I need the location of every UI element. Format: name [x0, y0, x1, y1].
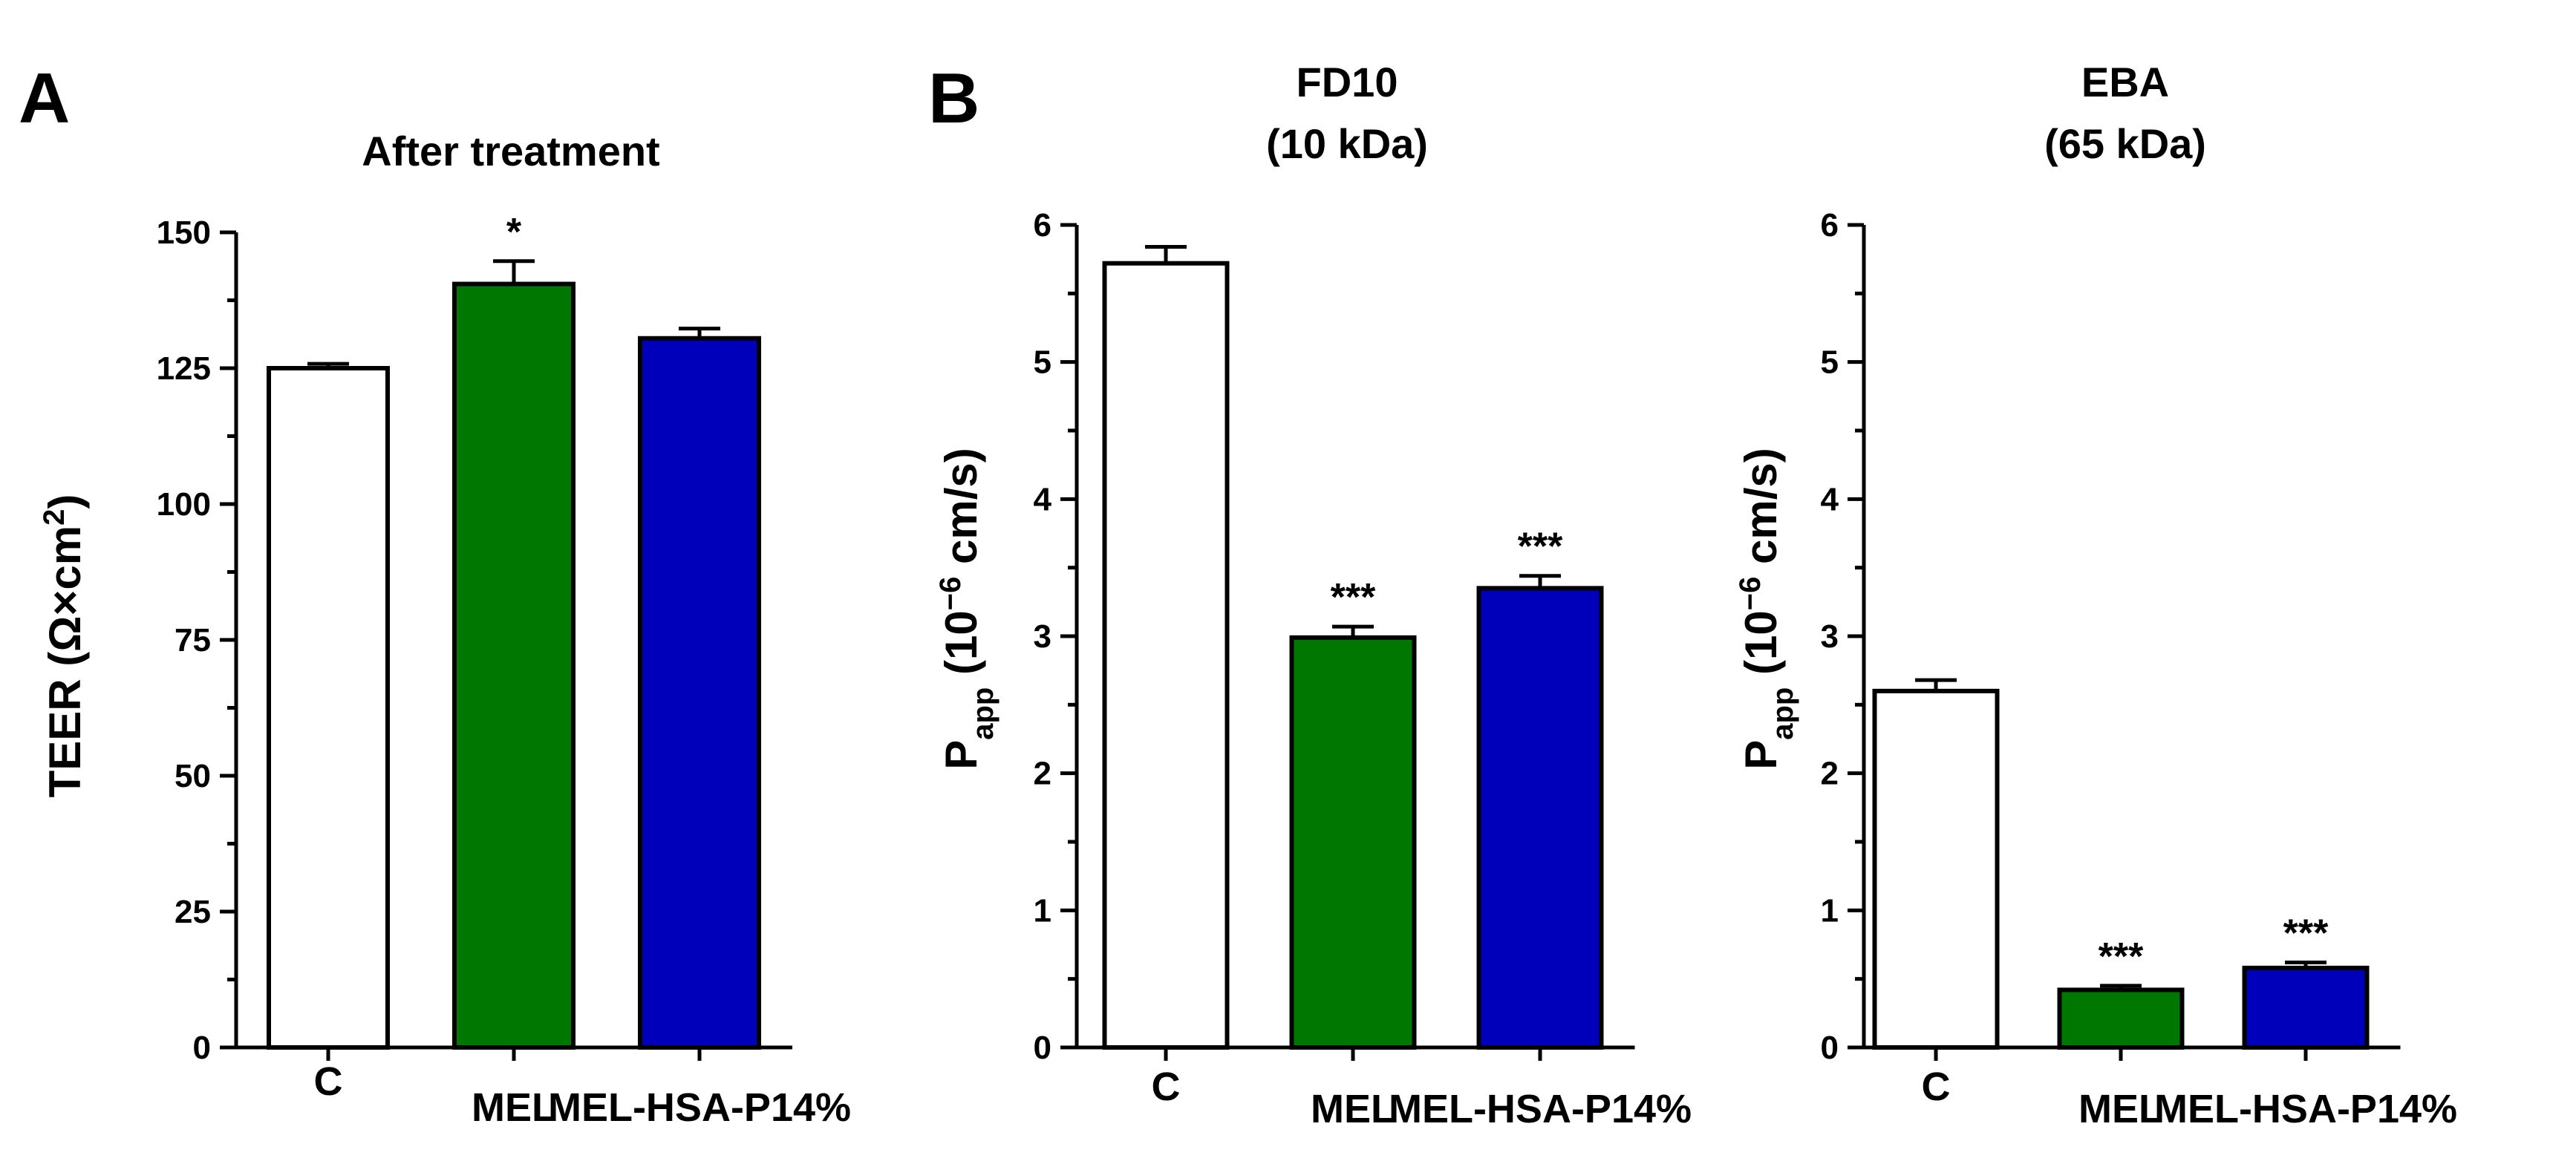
- y-tick-label: 4: [1821, 481, 1839, 517]
- panel-label: A: [19, 59, 70, 138]
- x-tick-label: C: [1922, 1065, 1951, 1109]
- x-tick-label: MEL: [1311, 1087, 1395, 1131]
- y-tick-label: 6: [1034, 207, 1051, 243]
- bar-c: [1872, 688, 2000, 1050]
- bar-mel: [2057, 987, 2185, 1050]
- panel-label: B: [928, 59, 979, 138]
- chart-panel-2: B FD10 (10 kDa) 0 1 2 3 4 5 6 C *** MEL *** MEL-HSA-P1…: [928, 59, 1692, 1131]
- y-tick-label: 75: [175, 622, 211, 658]
- x-tick-label: MEL: [472, 1085, 556, 1130]
- bar-mel-hsa-p14%: [2242, 965, 2370, 1050]
- y-axis-label: Papp (10−6 cm/s): [934, 448, 1000, 770]
- y-tick-label: 5: [1821, 344, 1839, 381]
- significance-marker: *: [506, 211, 522, 254]
- bar-c: [1102, 261, 1230, 1050]
- y-tick-label: 3: [1034, 618, 1051, 655]
- significance-marker: ***: [2099, 935, 2144, 978]
- y-tick-label: 2: [1821, 756, 1839, 792]
- y-tick-label: 4: [1034, 481, 1052, 517]
- y-tick-label: 3: [1821, 618, 1839, 655]
- x-tick-label: MEL-HSA-P14%: [548, 1085, 851, 1130]
- y-axis-label: Papp (10−6 cm/s): [1734, 448, 1799, 770]
- bar-mel: [452, 281, 575, 1050]
- x-tick-label: MEL-HSA-P14%: [2154, 1087, 2457, 1131]
- y-tick-label: 150: [157, 215, 211, 251]
- chart-panel-3: EBA (65 kDa) 0 1 2 3 4 5 6 C *** MEL *** MEL-HSA-P14%…: [1734, 59, 2457, 1131]
- y-tick-label: 125: [157, 350, 211, 387]
- y-tick-label: 5: [1034, 344, 1051, 381]
- y-tick-label: 0: [1821, 1030, 1839, 1066]
- y-tick-label: 100: [157, 486, 211, 523]
- chart-title: EBA: [2081, 59, 2169, 105]
- bar-mel-hsa-p14%: [1476, 586, 1604, 1050]
- y-tick-label: 0: [1034, 1030, 1051, 1066]
- y-tick-label: 1: [1034, 892, 1051, 929]
- x-tick-label: C: [314, 1059, 343, 1104]
- y-tick-label: 6: [1821, 207, 1839, 243]
- y-tick-label: 50: [175, 758, 211, 794]
- significance-marker: ***: [2283, 912, 2329, 955]
- y-axis-label: TEER (Ω×cm2): [38, 494, 90, 798]
- significance-marker: ***: [1518, 526, 1563, 569]
- y-tick-label: 0: [193, 1030, 211, 1066]
- chart-panel-1: A After treatment 0 25 50 75 100 125 150 C * MELMEL…: [19, 59, 851, 1130]
- significance-marker: ***: [1331, 576, 1376, 619]
- y-tick-label: 1: [1821, 892, 1839, 929]
- y-tick-label: 2: [1034, 756, 1051, 792]
- y-tick-label: 25: [175, 894, 211, 930]
- chart-title: After treatment: [362, 128, 659, 174]
- x-tick-label: MEL: [2078, 1087, 2163, 1131]
- bar-mel: [1289, 635, 1417, 1050]
- x-tick-label: MEL-HSA-P14%: [1389, 1087, 1692, 1131]
- bar-c: [267, 366, 390, 1050]
- bar-mel-hsa-p14%: [638, 336, 761, 1050]
- chart-subtitle: (10 kDa): [1266, 120, 1428, 167]
- chart-subtitle: (65 kDa): [2044, 120, 2206, 167]
- chart-title: FD10: [1297, 59, 1398, 105]
- x-tick-label: C: [1152, 1065, 1181, 1109]
